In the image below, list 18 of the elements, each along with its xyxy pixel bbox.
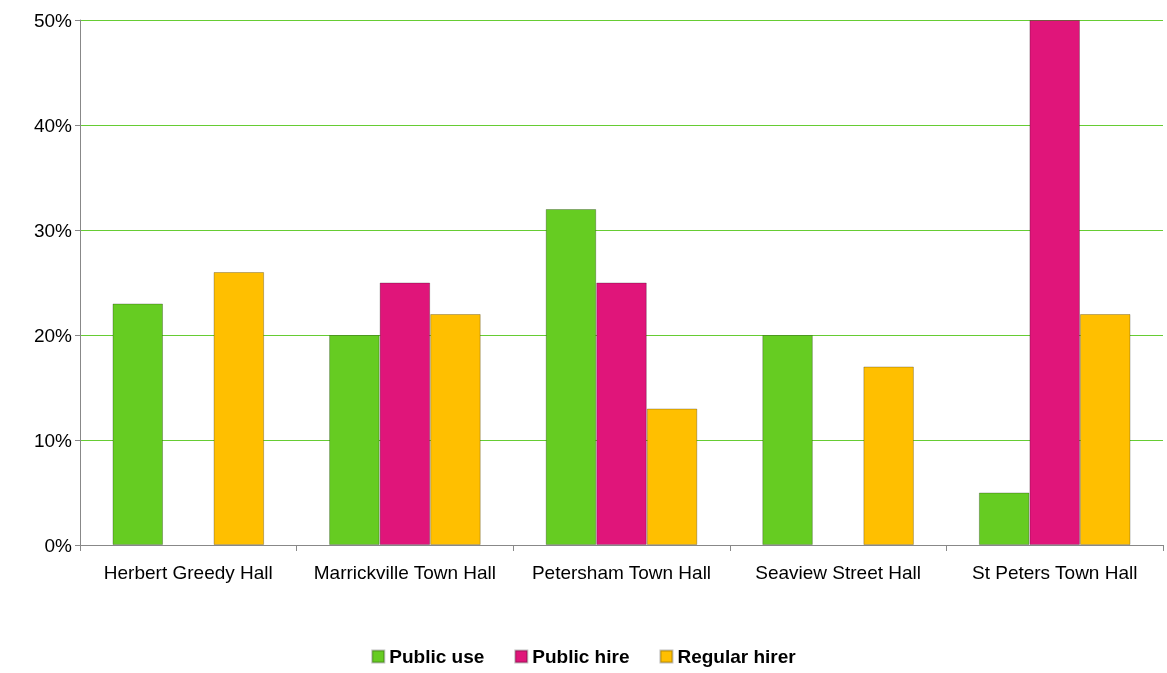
y-tick-label: 50% (33, 9, 73, 31)
y-tick-label: 20% (33, 324, 73, 346)
bar (112, 303, 164, 545)
y-tick-label: 40% (33, 114, 73, 136)
x-tick-label: Petersham Town Hall (531, 561, 712, 583)
y-tick-label: 0% (44, 534, 73, 556)
bar (863, 366, 914, 545)
y-tick-label: 10% (33, 429, 73, 451)
y-tick-label: 30% (33, 219, 73, 241)
legend-label: Public hire (532, 646, 630, 667)
x-tick-label: Marrickville Town Hall (313, 561, 497, 583)
x-tick-label: St Peters Town Hall (971, 561, 1138, 583)
x-tick-label: Herbert Greedy Hall (103, 561, 273, 583)
legend-label: Public use (389, 646, 485, 667)
bar (213, 272, 265, 545)
x-tick-label: Seaview Street Hall (755, 561, 921, 583)
bar (762, 335, 813, 545)
legend-label: Regular hirer (677, 646, 797, 667)
